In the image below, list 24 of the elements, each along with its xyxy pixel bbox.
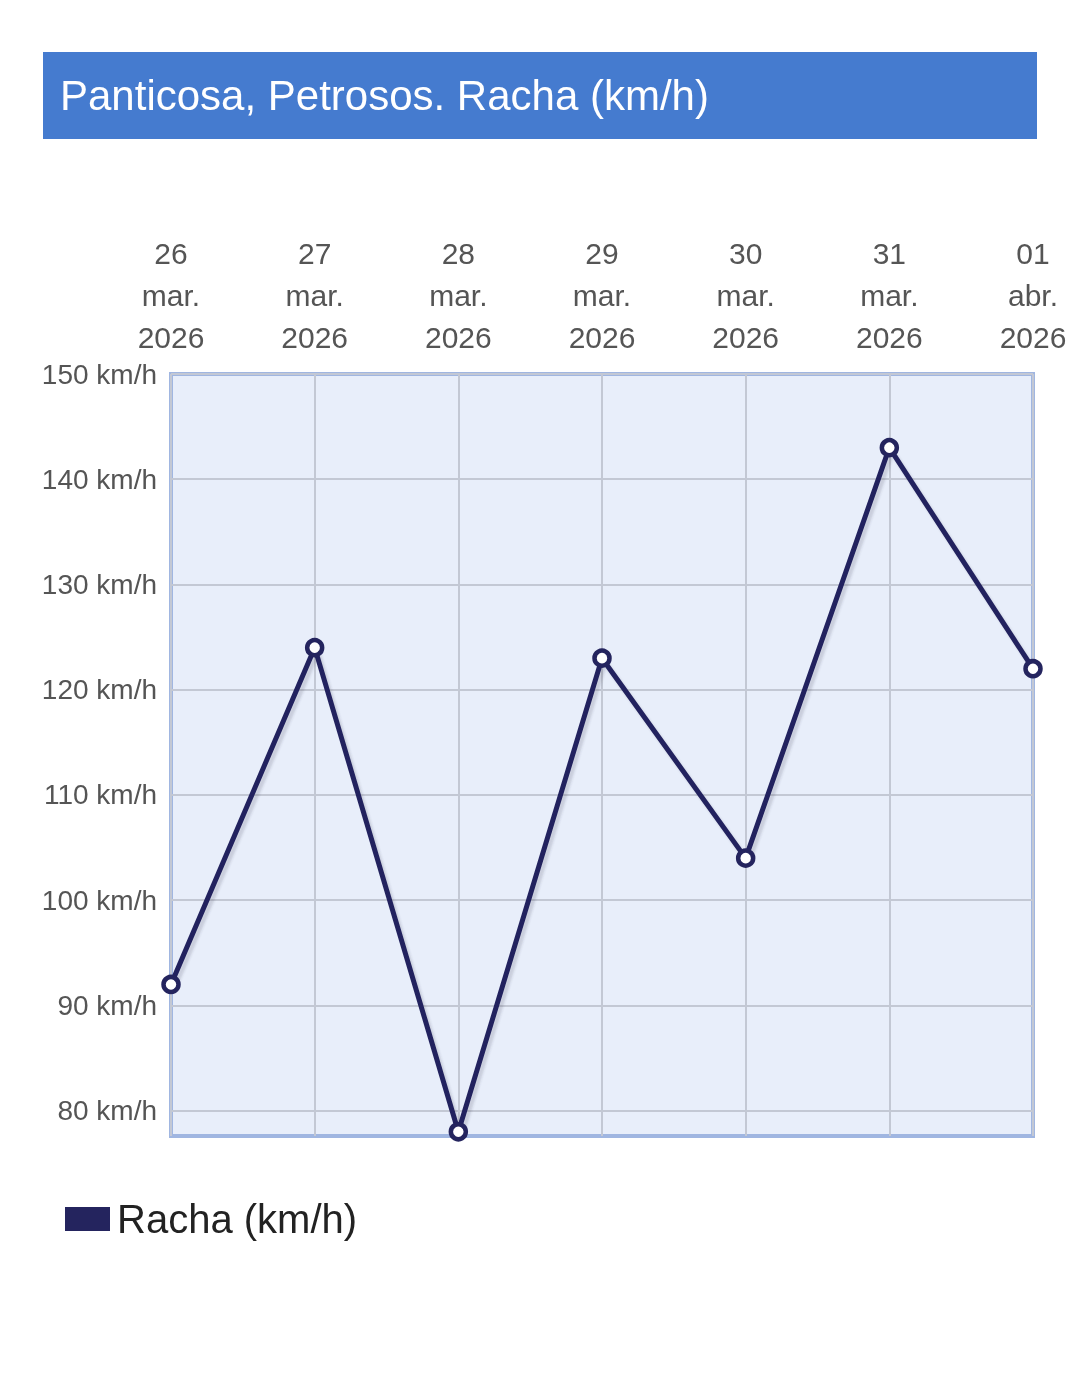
point bbox=[448, 1122, 469, 1142]
x-tick-label: 01 abr. 2026 bbox=[999, 236, 1067, 354]
x-tick-label: 28 mar. 2026 bbox=[424, 236, 492, 354]
legend-label: Racha (km/h) bbox=[117, 1197, 358, 1241]
point bbox=[161, 974, 181, 995]
y-tick-label: 80 km/h bbox=[57, 1095, 157, 1127]
point bbox=[592, 648, 612, 668]
y-tick-label: 140 km/h bbox=[41, 463, 157, 495]
chart-title: Panticosa, Petrosos. Racha (km/h) bbox=[43, 52, 1037, 139]
x-tick-label: 27 mar. 2026 bbox=[281, 236, 349, 354]
point bbox=[879, 437, 900, 458]
point bbox=[304, 637, 325, 658]
y-tick-label: 110 km/h bbox=[43, 779, 157, 811]
y-tick-label: 130 km/h bbox=[41, 569, 157, 600]
x-tick-label: 31 mar. 2026 bbox=[855, 236, 923, 354]
y-tick-label: 120 km/h bbox=[41, 674, 157, 706]
x-tick-label: 26 mar. 2026 bbox=[137, 236, 205, 354]
x-tick-label: 30 mar. 2026 bbox=[712, 236, 780, 354]
y-tick-label: 150 km/h bbox=[41, 358, 157, 390]
point bbox=[1023, 658, 1043, 679]
x-tick-label: 29 mar. 2026 bbox=[568, 236, 636, 354]
y-tick-label: 90 km/h bbox=[57, 989, 157, 1021]
point bbox=[735, 848, 756, 868]
y-tick-label: 100 km/h bbox=[41, 884, 157, 916]
